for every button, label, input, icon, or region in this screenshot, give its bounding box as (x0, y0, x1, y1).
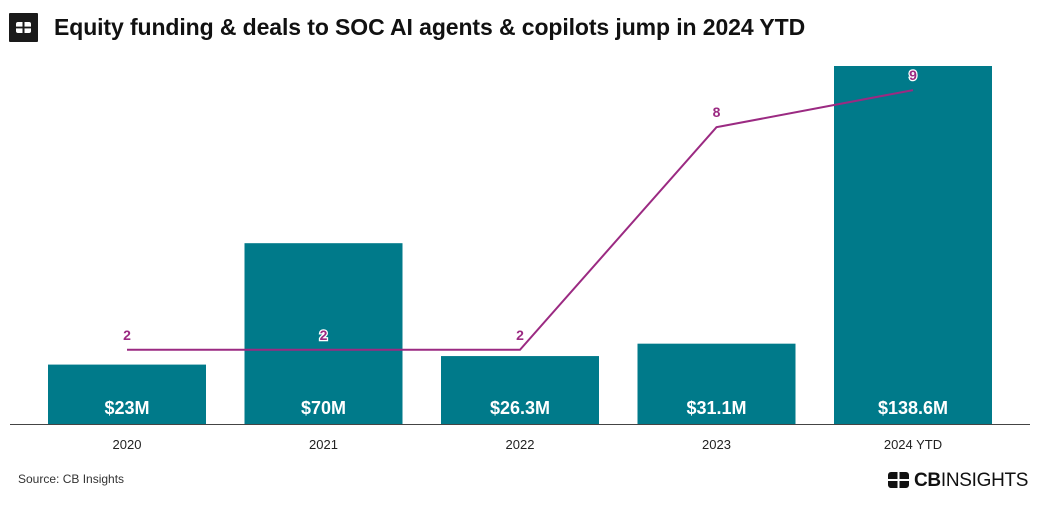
bar-2023 (637, 343, 796, 424)
bar-value-label: $70M (301, 398, 346, 418)
bar-2024-ytd (834, 66, 992, 424)
bar-2022 (441, 356, 599, 424)
bar-value-label: $23M (104, 398, 149, 418)
deals-line (127, 89, 914, 351)
deals-value-label: 2 (320, 327, 328, 343)
x-tick-label: 2022 (506, 437, 535, 452)
chart-canvas: $23M $70M $26.3M $31.1M $138.6M 2020 2021 2022 2… (10, 66, 1030, 452)
cb-mark-icon (888, 472, 909, 488)
bar-2020 (48, 364, 206, 424)
bar-value-label: $31.1M (686, 398, 746, 418)
bar-value-label: $138.6M (878, 398, 948, 418)
chart-title: Equity funding & deals to SOC AI agents … (54, 14, 806, 40)
x-tick-label: 2024 YTD (884, 437, 942, 452)
source-note: Source: CB Insights (18, 472, 125, 486)
bar-value-label: $26.3M (490, 398, 550, 418)
deals-value-label: 8 (713, 104, 721, 120)
brand-name: CBINSIGHTS (914, 469, 1029, 491)
x-tick-label: 2020 (113, 437, 142, 452)
cb-logo-icon (9, 13, 38, 42)
x-tick-label: 2021 (309, 437, 338, 452)
bar-2021 (244, 243, 403, 424)
x-tick-label: 2023 (702, 437, 731, 452)
deals-value-label: 2 (123, 327, 131, 343)
deals-value-label: 9 (909, 67, 917, 83)
brand-logo: CBINSIGHTS (888, 469, 1028, 491)
deals-value-label: 2 (516, 327, 524, 343)
